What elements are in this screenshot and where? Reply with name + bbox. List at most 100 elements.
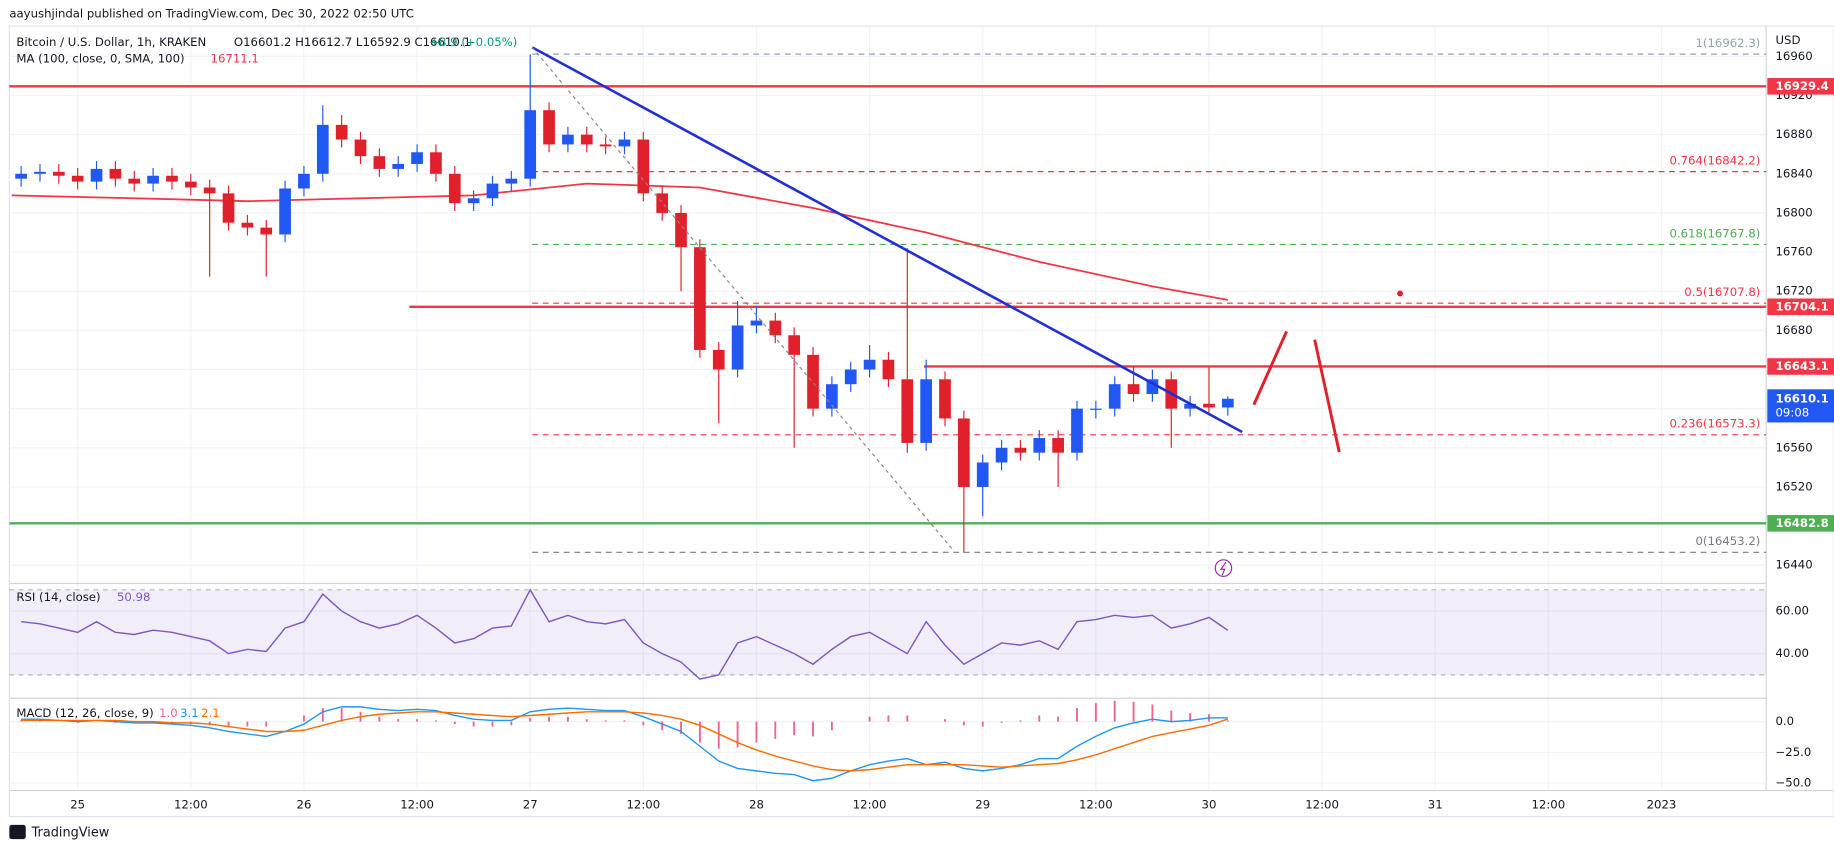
candle-body bbox=[354, 139, 367, 157]
fib-label: 0.618(16767.8) bbox=[1669, 226, 1760, 240]
macd-histogram-bar bbox=[1094, 703, 1097, 722]
macd-histogram-bar bbox=[453, 721, 456, 725]
macd-line bbox=[21, 711, 1229, 772]
logo bbox=[9, 824, 26, 840]
ohlc: O16601.2 H16612.7 L16592.9 C16610.1 bbox=[234, 35, 471, 49]
macd-histogram-bar bbox=[1226, 720, 1229, 722]
footer: TradingView bbox=[31, 826, 110, 841]
candle-body bbox=[373, 156, 386, 169]
candle-body bbox=[1089, 408, 1102, 410]
macd-histogram-bar bbox=[246, 721, 249, 727]
candle-body bbox=[241, 222, 254, 228]
countdown: 09:08 bbox=[1776, 405, 1810, 419]
candle-body bbox=[618, 139, 631, 147]
candle-body bbox=[844, 369, 857, 385]
x-tick-label: 2023 bbox=[1647, 797, 1677, 811]
rsi-band bbox=[9, 589, 1767, 675]
candle-body bbox=[580, 134, 593, 145]
trend-line bbox=[531, 46, 1243, 434]
candle-body bbox=[750, 320, 763, 326]
x-tick-label: 27 bbox=[523, 797, 538, 811]
macd-histogram-bar bbox=[265, 721, 268, 727]
candle-body bbox=[467, 198, 480, 204]
price-badge bbox=[1767, 298, 1834, 316]
x-tick-label: 12:00 bbox=[853, 797, 887, 811]
x-tick-label: 25 bbox=[70, 797, 85, 811]
price-badge bbox=[1767, 358, 1834, 375]
candle-body bbox=[562, 134, 574, 145]
macd-histogram-bar bbox=[793, 721, 796, 736]
candle-body bbox=[769, 320, 782, 336]
macd-histogram-bar bbox=[340, 708, 343, 722]
y-tick-label: 40.00 bbox=[1776, 646, 1809, 660]
macd-histogram-bar bbox=[755, 721, 758, 743]
candle-body bbox=[34, 171, 46, 174]
macd-title: MACD (12, 26, close, 9) bbox=[16, 706, 153, 720]
y-tick-label: 16840 bbox=[1776, 166, 1813, 180]
candle-body bbox=[90, 168, 103, 182]
price-badge-label: 16482.8 bbox=[1776, 516, 1829, 530]
macd-histogram-bar bbox=[1019, 720, 1022, 722]
macd-histogram-bar bbox=[717, 721, 720, 749]
macd-histogram-bar bbox=[1170, 710, 1173, 722]
candle-body bbox=[1033, 438, 1046, 453]
macd-histogram-bar bbox=[397, 719, 400, 722]
current-price: 16610.1 bbox=[1776, 391, 1829, 405]
candle-body bbox=[166, 175, 178, 182]
candle-body bbox=[524, 110, 537, 179]
macd-histogram-bar bbox=[1113, 700, 1116, 722]
moving-average bbox=[11, 182, 1228, 301]
x-tick-label: 31 bbox=[1428, 797, 1443, 811]
macd-histogram-bar bbox=[491, 721, 494, 727]
change: +8.9 (+0.05%) bbox=[429, 35, 517, 49]
macd-histogram-bar bbox=[830, 721, 833, 731]
y-tick-label: 16960 bbox=[1776, 49, 1813, 63]
ma-title: MA (100, close, 0, SMA, 100) bbox=[16, 52, 184, 66]
macd-histogram-bar bbox=[1076, 708, 1078, 722]
candle-body bbox=[599, 144, 612, 147]
fib-label: 0.764(16842.2) bbox=[1669, 153, 1760, 167]
macd-histogram-bar bbox=[736, 721, 739, 748]
candle-body bbox=[279, 188, 291, 235]
macd-histogram-bar bbox=[1132, 701, 1135, 722]
candle-body bbox=[958, 418, 970, 487]
candle-body bbox=[1052, 438, 1064, 453]
candle-body bbox=[920, 379, 932, 443]
macd-histogram-bar bbox=[1151, 704, 1154, 722]
drawn-arrow bbox=[1313, 339, 1341, 453]
candle-body bbox=[71, 175, 84, 182]
macd-histogram-bar bbox=[661, 721, 664, 731]
candle-body bbox=[15, 173, 27, 179]
candle-body bbox=[147, 175, 159, 184]
candle-body bbox=[128, 178, 141, 184]
y-tick-label: −25.0 bbox=[1776, 745, 1812, 759]
candle-body bbox=[731, 325, 744, 370]
macd-signal-value: 2.1 bbox=[201, 706, 220, 720]
x-tick-label: 28 bbox=[749, 797, 764, 811]
candle-body bbox=[807, 354, 819, 409]
macd-histogram-bar bbox=[303, 715, 305, 722]
price-badge-label: 16929.4 bbox=[1776, 79, 1829, 93]
candle-body bbox=[335, 124, 348, 140]
current-price-badge bbox=[1767, 389, 1834, 423]
candle-body bbox=[882, 359, 895, 380]
macd-histogram-bar bbox=[944, 719, 946, 722]
candle-body bbox=[995, 447, 1008, 463]
macd-histogram-bar bbox=[566, 716, 569, 722]
frame bbox=[8, 25, 1834, 818]
y-tick-label: 16880 bbox=[1776, 127, 1813, 141]
currency: USD bbox=[1776, 33, 1801, 47]
macd-value: 3.1 bbox=[180, 706, 199, 720]
plot-layer: 25 12:00 26 12:00 27 12:00 28 12:00 29 12:00 30 12:… bbox=[9, 36, 1834, 811]
x-tick-label: 12:00 bbox=[174, 797, 208, 811]
candle-body bbox=[656, 193, 669, 213]
candle-body bbox=[184, 181, 197, 188]
candle-body bbox=[448, 173, 461, 204]
candle-body bbox=[411, 152, 423, 165]
grid bbox=[9, 26, 1767, 791]
y-tick-label: 16800 bbox=[1776, 205, 1813, 219]
candle-body bbox=[52, 171, 65, 176]
candle-body bbox=[222, 193, 235, 223]
x-tick-label: 30 bbox=[1202, 797, 1217, 811]
ma-value: 16711.1 bbox=[211, 52, 259, 66]
